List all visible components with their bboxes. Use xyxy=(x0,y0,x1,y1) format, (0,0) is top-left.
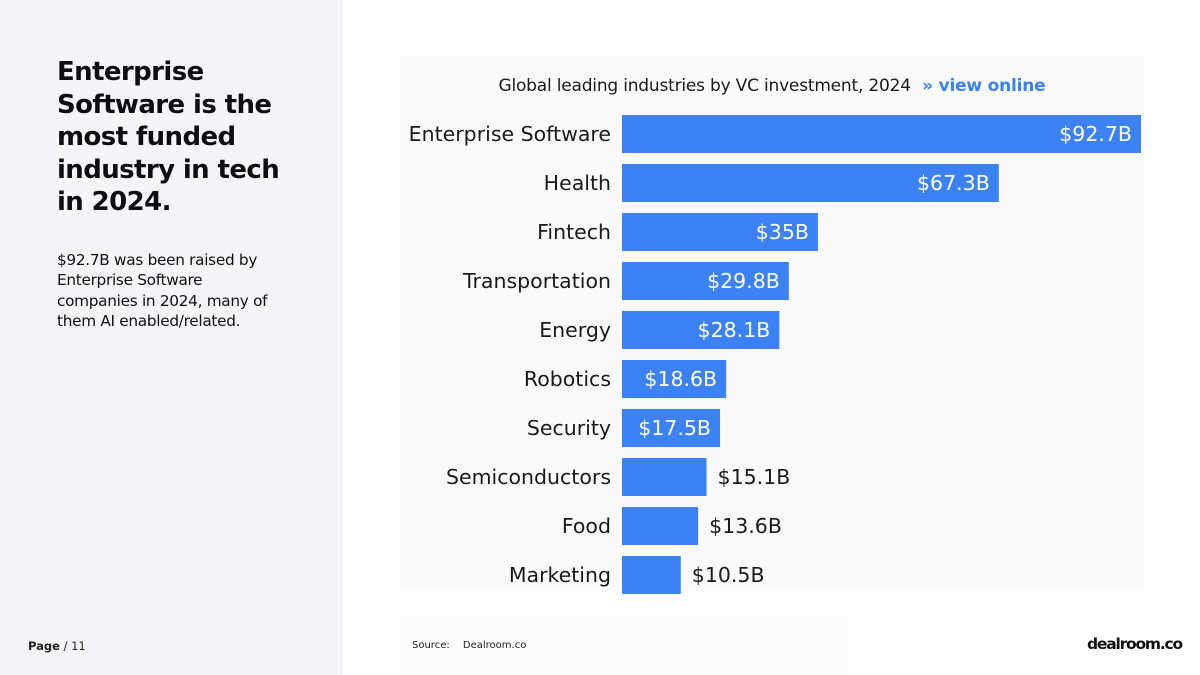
bar-energy xyxy=(622,311,780,349)
category-label-robotics: Robotics xyxy=(524,367,611,391)
bar-security xyxy=(622,409,720,447)
value-label-marketing: $10.5B xyxy=(692,563,765,587)
chart-title: Global leading industries by VC investme… xyxy=(400,76,1144,96)
category-label-food: Food xyxy=(562,514,611,538)
page-number: Page / 11 xyxy=(28,639,86,653)
bar-semiconductors xyxy=(622,458,707,496)
category-label-health: Health xyxy=(544,171,611,195)
value-label-robotics: $18.6B xyxy=(644,367,717,391)
headline: Enterprise Software is the most funded i… xyxy=(57,57,280,217)
value-label-food: $13.6B xyxy=(709,514,782,538)
source-label: Source: xyxy=(412,640,450,651)
source-value: Dealroom.co xyxy=(462,640,527,651)
value-label-energy: $28.1B xyxy=(698,318,771,342)
category-label-semiconductors: Semiconductors xyxy=(446,465,611,489)
category-label-marketing: Marketing xyxy=(509,563,611,587)
bar-enterprise-software xyxy=(622,115,1141,153)
view-online-link[interactable]: » view online xyxy=(922,76,1046,96)
category-label-fintech: Fintech xyxy=(537,220,611,244)
bar-transportation xyxy=(622,262,789,300)
value-label-semiconductors: $15.1B xyxy=(718,465,791,489)
bar-food xyxy=(622,507,699,545)
bar-marketing xyxy=(622,556,681,594)
left-panel xyxy=(0,0,343,675)
value-label-fintech: $35B xyxy=(756,220,809,244)
source-note: Source: Dealroom.co xyxy=(412,640,526,651)
category-label-enterprise-software: Enterprise Software xyxy=(409,122,611,146)
summary-text: $92.7B was been raised by Enterprise Sof… xyxy=(57,251,268,330)
source-strip xyxy=(400,616,848,674)
page-label: Page xyxy=(28,639,60,653)
dealroom-logo[interactable]: dealroom.co xyxy=(1087,635,1183,653)
value-label-health: $67.3B xyxy=(917,171,990,195)
category-label-security: Security xyxy=(527,416,611,440)
value-label-transportation: $29.8B xyxy=(707,269,780,293)
page-total: / 11 xyxy=(63,639,86,653)
value-label-security: $17.5B xyxy=(638,416,711,440)
value-label-enterprise-software: $92.7B xyxy=(1059,122,1132,146)
bar-health xyxy=(622,164,999,202)
bar-fintech xyxy=(622,213,818,251)
category-label-energy: Energy xyxy=(539,318,611,342)
category-label-transportation: Transportation xyxy=(462,269,611,293)
bar-robotics xyxy=(622,360,727,398)
chart-title-text: Global leading industries by VC investme… xyxy=(498,76,911,96)
